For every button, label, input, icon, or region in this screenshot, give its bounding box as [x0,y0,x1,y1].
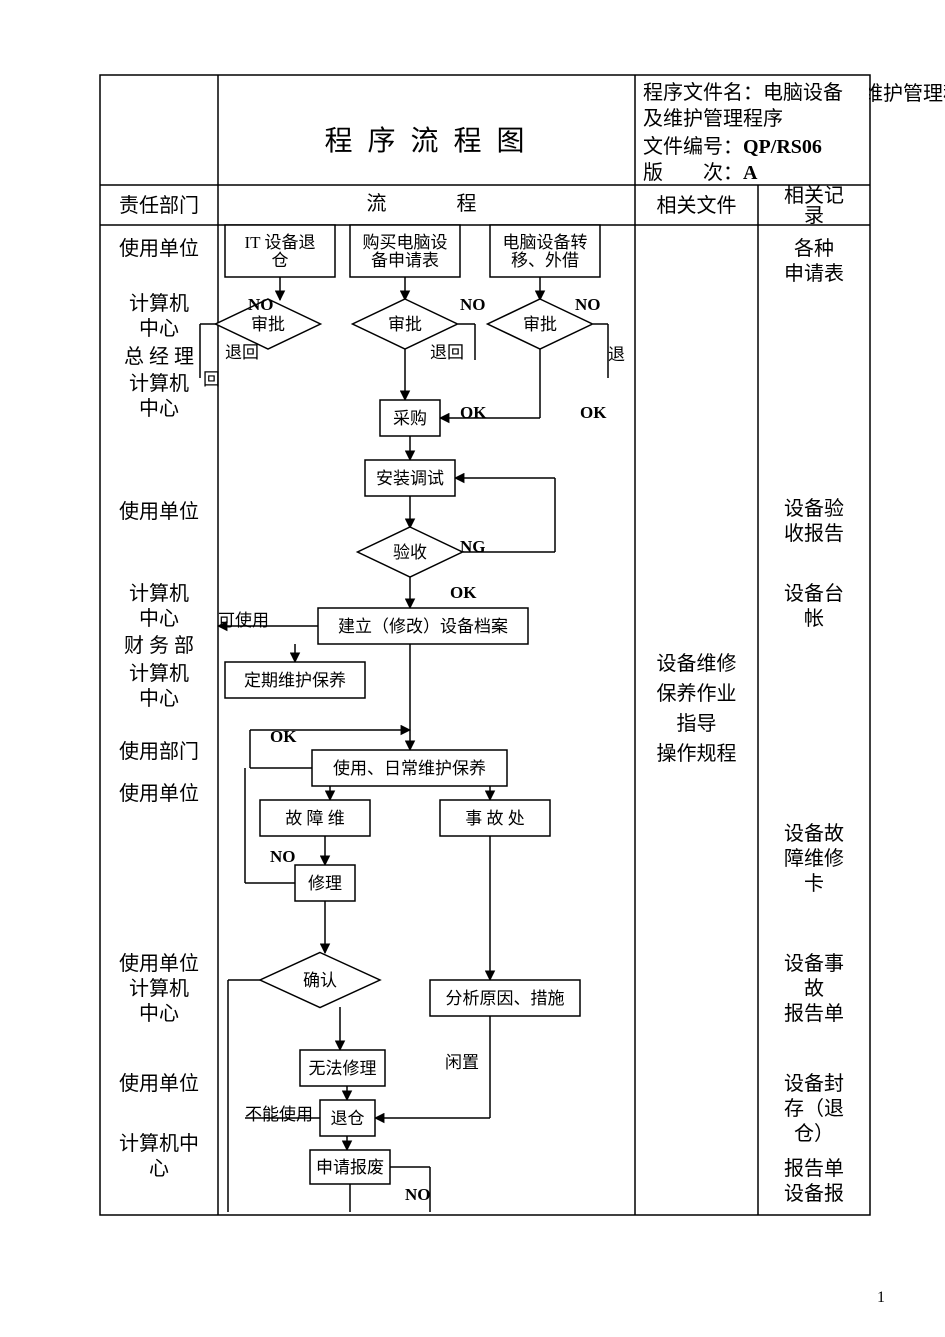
svg-text:文件编号：QP/RS06: 文件编号：QP/RS06 [643,135,822,158]
svg-text:设备验: 设备验 [784,497,844,520]
svg-text:定期维护保养: 定期维护保养 [244,671,346,690]
svg-text:使用单位: 使用单位 [119,1072,199,1095]
svg-text:验收: 验收 [393,543,427,562]
svg-text:计算机: 计算机 [129,977,189,1000]
svg-text:无法修理: 无法修理 [309,1059,377,1078]
svg-text:计算机: 计算机 [129,372,189,395]
svg-text:NO: NO [405,1185,431,1204]
svg-text:审批: 审批 [388,315,422,334]
svg-text:卡: 卡 [804,872,824,895]
page-number: 1 [877,1289,885,1307]
svg-text:计算机中: 计算机中 [119,1132,199,1155]
svg-text:OK: OK [450,583,477,602]
svg-text:使用、日常维护保养: 使用、日常维护保养 [333,758,486,778]
svg-text:建立（修改）设备档案: 建立（修改）设备档案 [338,617,508,636]
svg-text:录: 录 [804,205,824,227]
svg-text:障维修: 障维修 [784,847,844,870]
svg-text:闲置: 闲置 [445,1053,479,1072]
flowchart-canvas: 程 序 流 程 图 程序文件名：电脑设备及维护管理程序文件编号：QP/RS06 版 … [0,0,945,1337]
svg-text:退回: 退回 [430,343,464,362]
svg-text:程 序 流 程 图: 程 序 流 程 图 [324,125,528,157]
svg-text:中心: 中心 [139,317,179,340]
svg-text:相关记: 相关记 [784,184,844,207]
svg-text:设备故: 设备故 [784,822,844,845]
svg-text:使用部门: 使用部门 [119,740,199,763]
svg-text:流 程: 流 程 [367,192,487,215]
svg-text:收报告: 收报告 [784,522,844,545]
svg-text:仓: 仓 [272,251,289,270]
page: 程 序 流 程 图 程序文件名：电脑设备及维护管理程序文件编号：QP/RS06 版 … [0,0,945,1337]
svg-text:中心: 中心 [139,1002,179,1025]
svg-text:采购: 采购 [393,409,427,428]
svg-text:保养作业: 保养作业 [657,682,737,705]
svg-text:使用单位: 使用单位 [119,952,199,975]
svg-text:设备报: 设备报 [784,1182,844,1205]
svg-text:NO: NO [460,295,486,314]
svg-text:版 次：A: 版 次：A [643,161,758,184]
svg-text:报告单: 报告单 [784,1002,844,1025]
svg-text:OK: OK [580,403,607,422]
svg-text:可使用: 可使用 [218,610,269,630]
svg-text:NO: NO [270,847,296,866]
svg-text:NG: NG [460,537,486,556]
svg-text:分析原因、措施: 分析原因、措施 [446,989,565,1008]
svg-text:确认: 确认 [303,971,337,990]
svg-text:相关文件: 相关文件 [657,194,737,217]
svg-text:财 务 部: 财 务 部 [124,634,194,657]
svg-text:计算机: 计算机 [129,582,189,605]
svg-text:不能使用: 不能使用 [245,1104,313,1124]
svg-text:电脑设备转: 电脑设备转 [503,233,588,252]
svg-text:设备封: 设备封 [784,1072,844,1095]
svg-text:退回: 退回 [225,343,259,362]
svg-text:退: 退 [608,345,625,364]
svg-text:故 障 维: 故 障 维 [285,809,345,828]
svg-text:仓）: 仓） [794,1122,834,1145]
svg-text:退仓: 退仓 [331,1109,365,1128]
svg-text:移、外借: 移、外借 [511,251,579,270]
svg-text:操作规程: 操作规程 [657,742,737,765]
svg-text:报告单: 报告单 [784,1157,844,1180]
svg-text:修理: 修理 [308,874,342,893]
svg-text:使用单位: 使用单位 [119,500,199,523]
svg-text:存（退: 存（退 [784,1097,844,1120]
svg-text:设备事: 设备事 [784,952,844,975]
svg-text:IT 设备退: IT 设备退 [245,233,316,252]
svg-text:及维护管理程序: 及维护管理程序 [643,107,783,130]
svg-text:备申请表: 备申请表 [371,251,439,270]
svg-text:购买电脑设: 购买电脑设 [363,233,448,252]
svg-text:审批: 审批 [251,315,285,334]
svg-text:事 故 处: 事 故 处 [465,809,525,828]
svg-text:程序文件名：电脑设备: 程序文件名：电脑设备 [643,81,843,104]
svg-text:设备维修: 设备维修 [657,652,737,675]
svg-text:指导: 指导 [677,712,717,735]
svg-text:设备台: 设备台 [784,582,844,605]
svg-text:使用单位: 使用单位 [119,237,199,260]
svg-text:心: 心 [149,1158,169,1180]
svg-text:NO: NO [575,295,601,314]
svg-text:申请表: 申请表 [784,262,844,285]
svg-text:帐: 帐 [804,607,824,630]
svg-text:中心: 中心 [139,607,179,630]
svg-text:计算机: 计算机 [129,662,189,685]
svg-text:NO: NO [248,295,274,314]
svg-text:OK: OK [270,727,297,746]
svg-text:安装调试: 安装调试 [376,469,444,488]
svg-text:总 经 理: 总 经 理 [124,345,194,368]
svg-text:申请报废: 申请报废 [316,1158,384,1177]
svg-text:使用单位: 使用单位 [119,782,199,805]
svg-text:故: 故 [804,977,824,1000]
svg-text:中心: 中心 [139,397,179,420]
svg-text:各种: 各种 [794,237,834,260]
svg-text:回: 回 [203,370,220,389]
svg-text:计算机: 计算机 [129,292,189,315]
svg-text:审批: 审批 [523,315,557,334]
svg-text:责任部门: 责任部门 [119,194,199,217]
svg-text:中心: 中心 [139,687,179,710]
svg-text:OK: OK [460,403,487,422]
